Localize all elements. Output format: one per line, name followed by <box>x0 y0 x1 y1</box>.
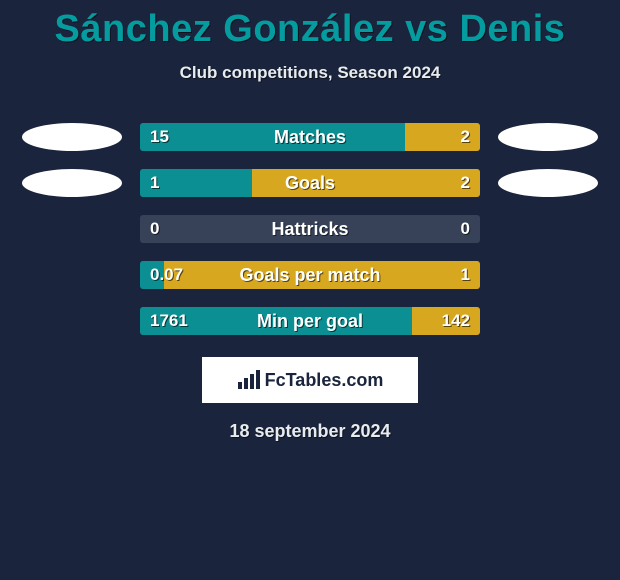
stat-label: Min per goal <box>140 307 480 335</box>
subtitle: Club competitions, Season 2024 <box>0 63 620 83</box>
stat-row: 1761142Min per goal <box>0 307 620 335</box>
stat-label: Hattricks <box>140 215 480 243</box>
stat-bar: 12Goals <box>140 169 480 197</box>
player-avatar-right <box>498 169 598 197</box>
fctables-logo: FcTables.com <box>237 370 384 391</box>
stat-label: Goals per match <box>140 261 480 289</box>
stat-bar: 0.071Goals per match <box>140 261 480 289</box>
stat-bar: 152Matches <box>140 123 480 151</box>
stat-row: 12Goals <box>0 169 620 197</box>
stat-label: Matches <box>140 123 480 151</box>
date-text: 18 september 2024 <box>0 421 620 442</box>
logo-text: FcTables.com <box>265 370 384 391</box>
logo-box: FcTables.com <box>202 357 418 403</box>
player-avatar-right <box>498 123 598 151</box>
player-avatar-left <box>22 169 122 197</box>
stat-label: Goals <box>140 169 480 197</box>
stat-row: 0.071Goals per match <box>0 261 620 289</box>
stat-bar: 1761142Min per goal <box>140 307 480 335</box>
stat-row: 00Hattricks <box>0 215 620 243</box>
stats-container: 152Matches 12Goals 00Hattricks 0.071Goals p… <box>0 123 620 335</box>
stat-bar: 00Hattricks <box>140 215 480 243</box>
page-title: Sánchez González vs Denis <box>0 0 620 51</box>
bars-icon <box>237 370 261 390</box>
player-avatar-left <box>22 123 122 151</box>
stat-row: 152Matches <box>0 123 620 151</box>
